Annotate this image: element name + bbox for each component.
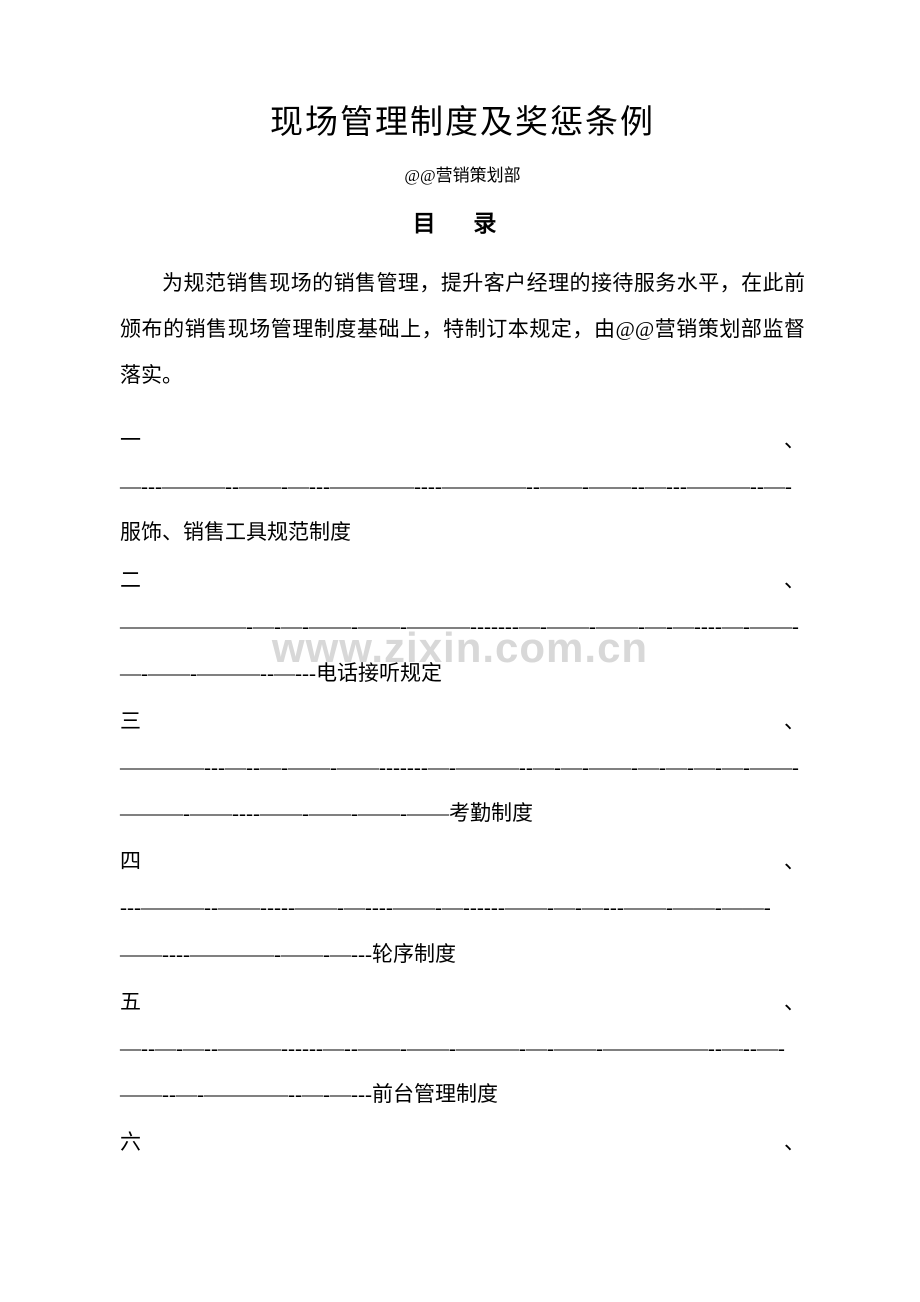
document-title: 现场管理制度及奖惩条例 bbox=[120, 95, 805, 143]
toc-number: 四 bbox=[120, 838, 141, 884]
toc-line: ——————-—-—-——-——-———-------—-——-——-—-—--… bbox=[120, 603, 805, 695]
toc-item-2: 二 、 ——————-—-—-——-——-———-------—-——-——-—… bbox=[120, 557, 805, 696]
toc-comma: 、 bbox=[784, 1119, 805, 1165]
toc-heading: 目 录 bbox=[120, 204, 805, 238]
toc-number: 一 bbox=[120, 417, 141, 463]
toc-comma: 、 bbox=[784, 557, 805, 603]
toc-item-5: 五 、 —--—-—--———------—--——-——-———-—-——-—… bbox=[120, 979, 805, 1118]
toc-item-4: 四 、 ---———--——-----——-—----——-—------——-… bbox=[120, 838, 805, 977]
toc-comma: 、 bbox=[784, 979, 805, 1025]
toc-item-1: 一 、 —---———--——-—---————----————--——-——-… bbox=[120, 417, 805, 556]
toc-line: —---———--——-—---————----————--——-——--—--… bbox=[120, 463, 805, 555]
toc-line: —--—-—--———------—--——-——-———-—-——-—————… bbox=[120, 1025, 805, 1117]
toc-number: 二 bbox=[120, 557, 141, 603]
document-content: 现场管理制度及奖惩条例 @@营销策划部 目 录 为规范销售现场的销售管理，提升客… bbox=[120, 95, 805, 1166]
toc-number: 三 bbox=[120, 698, 141, 744]
toc-line: ————---—--—-——-——-------—-———--—-—-——-—-… bbox=[120, 744, 805, 836]
intro-paragraph: 为规范销售现场的销售管理，提升客户经理的接待服务水平，在此前颁布的销售现场管理制… bbox=[120, 260, 805, 399]
toc-number: 五 bbox=[120, 979, 141, 1025]
toc-line: ---———--——-----——-—----——-—------——-—-—-… bbox=[120, 884, 805, 976]
toc-number: 六 bbox=[120, 1119, 141, 1165]
toc-comma: 、 bbox=[784, 838, 805, 884]
document-subtitle: @@营销策划部 bbox=[120, 161, 805, 186]
toc-comma: 、 bbox=[784, 417, 805, 463]
toc-comma: 、 bbox=[784, 698, 805, 744]
toc-item-3: 三 、 ————---—--—-——-——-------—-———--—-—-—… bbox=[120, 698, 805, 837]
toc-item-6: 六 、 bbox=[120, 1119, 805, 1165]
